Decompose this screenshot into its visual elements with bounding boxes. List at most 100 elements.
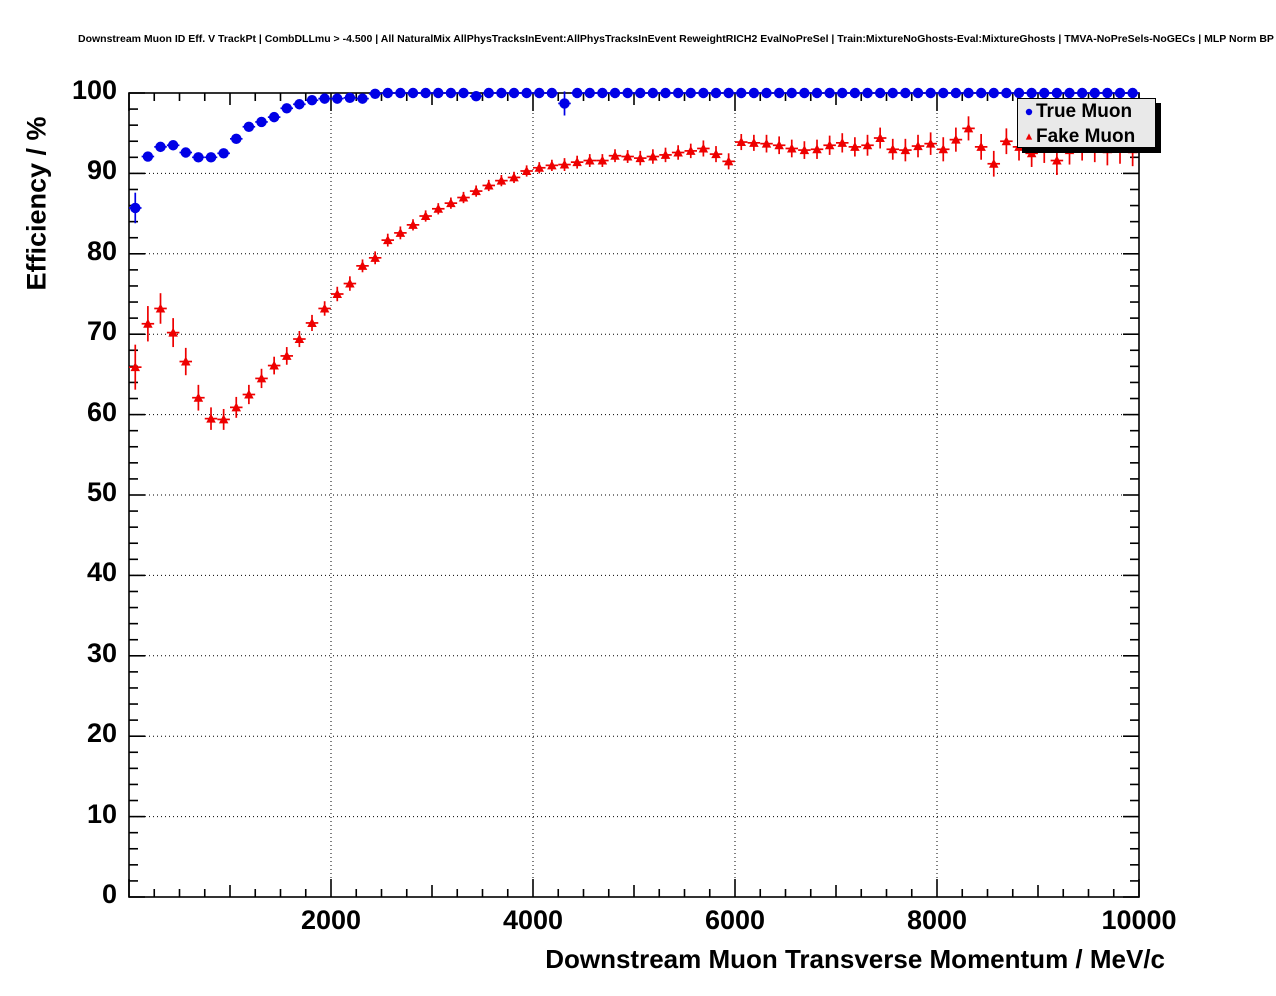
data-point-triangle	[989, 158, 999, 168]
data-point-circle	[609, 87, 621, 99]
y-axis-tick-label: 50	[86, 477, 117, 507]
data-point-triangle	[1001, 136, 1012, 146]
data-point-triangle	[900, 145, 911, 155]
data-point-triangle	[383, 235, 393, 245]
data-point-triangle	[420, 211, 431, 221]
data-point-triangle	[244, 389, 254, 399]
circle-marker-icon	[1022, 106, 1036, 118]
data-point-circle	[218, 148, 229, 159]
data-point-circle	[912, 87, 924, 99]
data-point-circle	[332, 93, 343, 104]
data-point-circle	[597, 87, 608, 99]
data-point-triangle	[446, 198, 456, 208]
data-point-circle	[546, 87, 558, 99]
data-point-triangle	[294, 334, 305, 344]
data-point-circle	[205, 152, 217, 163]
data-point-circle	[470, 91, 482, 102]
data-point-circle	[319, 93, 330, 104]
data-point-triangle	[711, 149, 721, 159]
data-point-triangle	[345, 278, 355, 288]
y-axis-tick-label: 60	[86, 396, 117, 427]
data-point-triangle	[155, 303, 166, 313]
x-axis-tick-label: 8000	[906, 905, 968, 935]
data-point-triangle	[963, 123, 974, 133]
data-point-triangle	[976, 141, 986, 151]
data-point-triangle	[572, 157, 582, 167]
data-point-triangle	[484, 180, 494, 190]
data-point-triangle	[888, 144, 898, 154]
legend-entry-fake-muon[interactable]: Fake Muon	[1018, 124, 1155, 149]
data-point-triangle	[458, 192, 469, 202]
data-point-circle	[294, 99, 305, 110]
data-point-triangle	[206, 413, 216, 423]
data-point-triangle	[282, 350, 292, 360]
data-point-triangle	[862, 140, 873, 150]
data-point-circle	[357, 93, 368, 104]
data-point-triangle	[181, 356, 191, 366]
data-point-circle	[685, 87, 696, 99]
data-point-circle	[773, 87, 785, 99]
data-point-circle	[231, 133, 242, 145]
data-point-triangle	[559, 159, 570, 169]
data-point-triangle	[143, 318, 153, 328]
y-axis-tick-label: 20	[86, 718, 117, 749]
data-point-triangle	[547, 160, 557, 170]
data-point-triangle	[1052, 155, 1062, 165]
legend-label-true-muon: True Muon	[1036, 100, 1133, 122]
data-point-triangle	[787, 143, 797, 153]
data-point-circle	[496, 87, 507, 99]
y-axis-tick-label: 10	[86, 798, 117, 829]
data-point-circle	[849, 87, 861, 99]
data-point-triangle	[774, 140, 784, 150]
data-point-triangle	[875, 133, 885, 143]
data-point-triangle	[761, 138, 772, 148]
data-point-triangle	[307, 317, 317, 327]
data-point-triangle	[218, 414, 229, 424]
data-point-circle	[433, 87, 444, 99]
data-point-circle	[1089, 87, 1100, 99]
data-point-circle	[975, 87, 987, 99]
data-point-circle	[1013, 87, 1025, 99]
data-point-triangle	[1026, 148, 1037, 158]
data-point-triangle	[256, 373, 267, 383]
data-point-circle	[1039, 87, 1050, 99]
data-point-circle	[1064, 87, 1075, 99]
plot-title: Downstream Muon ID Eff. V TrackPt | Comb…	[78, 33, 1276, 45]
data-point-circle	[142, 151, 154, 162]
data-point-triangle	[585, 155, 595, 165]
data-point-circle	[874, 87, 886, 99]
data-point-triangle	[496, 175, 507, 185]
data-point-circle	[243, 121, 255, 132]
legend-entry-true-muon[interactable]: True Muon	[1018, 99, 1155, 124]
legend[interactable]: True Muon Fake Muon	[1017, 98, 1156, 148]
data-point-circle	[369, 88, 381, 100]
data-point-triangle	[635, 153, 646, 163]
data-point-triangle	[471, 186, 481, 196]
y-axis-tick-label: 30	[86, 637, 117, 668]
data-point-circle	[571, 87, 583, 99]
data-point-triangle	[597, 155, 608, 165]
y-axis-title: Efficiency / %	[20, 93, 54, 313]
data-point-triangle	[938, 144, 949, 154]
x-axis-tick-label: 6000	[704, 905, 766, 935]
data-point-circle	[521, 87, 532, 99]
data-point-triangle	[130, 362, 141, 372]
data-point-circle	[748, 87, 760, 99]
data-point-circle	[761, 87, 772, 99]
data-point-triangle	[1127, 144, 1138, 154]
data-point-triangle	[370, 252, 380, 262]
data-point-circle	[407, 87, 419, 99]
data-point-triangle	[408, 219, 418, 229]
data-point-circle	[1076, 87, 1088, 99]
data-point-circle	[420, 87, 431, 99]
data-point-circle	[1127, 87, 1138, 99]
data-point-circle	[1114, 87, 1126, 99]
y-axis-tick-label: 100	[71, 75, 117, 105]
data-point-circle	[647, 87, 659, 99]
data-point-triangle	[521, 165, 532, 175]
data-point-triangle	[622, 151, 633, 161]
data-point-circle	[698, 87, 709, 99]
data-point-circle	[458, 87, 469, 99]
